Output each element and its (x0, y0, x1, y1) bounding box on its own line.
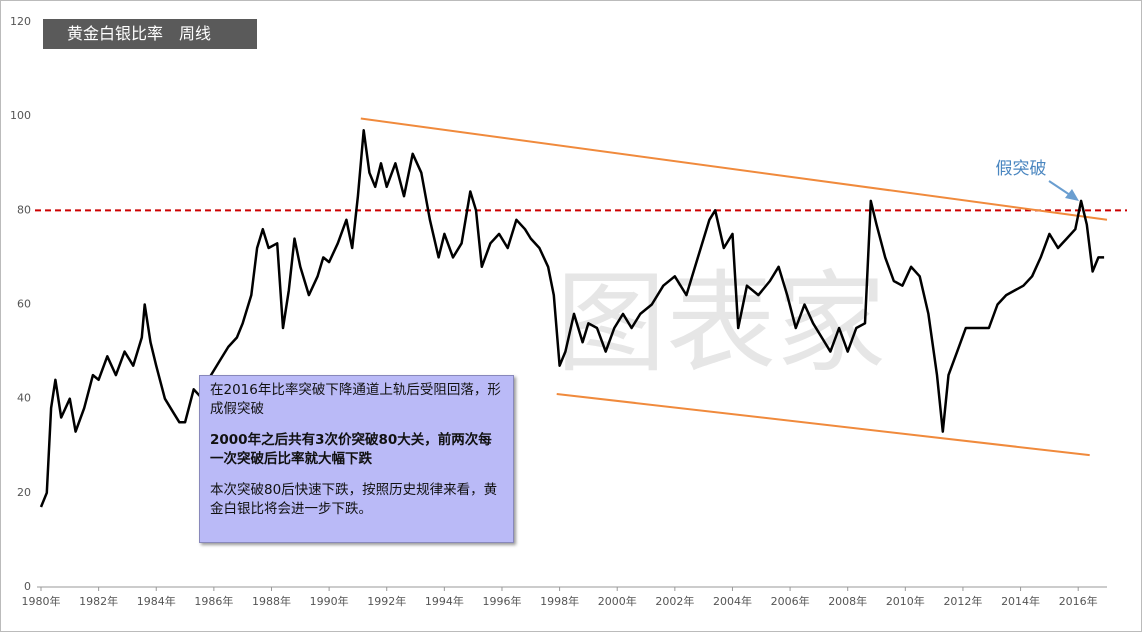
x-tick-label: 2000年 (598, 594, 637, 608)
note-text: 本次突破80后快速下跌，按照历史规律来看，黄金白银比将会进一步下跌。 (210, 482, 498, 517)
annotation-arrowhead (1065, 189, 1079, 201)
x-tick-label: 2016年 (1059, 594, 1098, 608)
x-tick-label: 1986年 (194, 594, 233, 608)
y-tick-label: 100 (10, 109, 31, 122)
note-text: 2000年之后共有3次价突破80大关，前两次每一次突破后比率就大幅下跌 (210, 432, 492, 467)
annotation: 假突破 (996, 159, 1047, 179)
x-tick-label: 1996年 (482, 594, 521, 608)
x-tick-label: 2006年 (771, 594, 810, 608)
x-tick-label: 1980年 (22, 594, 61, 608)
x-tick-label: 2002年 (655, 594, 694, 608)
x-tick-label: 1982年 (79, 594, 118, 608)
x-tick-label: 2008年 (828, 594, 867, 608)
channel-line (556, 392, 1090, 457)
y-tick-label: 120 (10, 15, 31, 28)
watermark: 图表家 (556, 259, 886, 387)
y-tick-label: 60 (17, 298, 31, 311)
note-text: 在2016年比率突破下降通道上轨后受阻回落，形成假突破 (210, 382, 501, 417)
channel-line (360, 117, 1108, 221)
x-tick-label: 1988年 (252, 594, 291, 608)
y-tick-label: 20 (17, 486, 31, 499)
x-tick-label: 2010年 (886, 594, 925, 608)
x-tick-label: 2004年 (713, 594, 752, 608)
chart-title: 黄金白银比率 周线 (43, 19, 257, 49)
x-tick-label: 1990年 (310, 594, 349, 608)
x-tick-label: 2014年 (1001, 594, 1040, 608)
y-tick-label: 80 (17, 203, 31, 216)
x-tick-label: 1998年 (540, 594, 579, 608)
y-tick-label: 0 (24, 580, 31, 593)
y-tick-label: 40 (17, 392, 31, 405)
x-tick-label: 1994年 (425, 594, 464, 608)
x-tick-label: 1984年 (137, 594, 176, 608)
x-tick-label: 2012年 (943, 594, 982, 608)
annotation-box: 在2016年比率突破下降通道上轨后受阻回落，形成假突破 2000年之后共有3次价… (199, 375, 514, 543)
x-tick-label: 1992年 (367, 594, 406, 608)
